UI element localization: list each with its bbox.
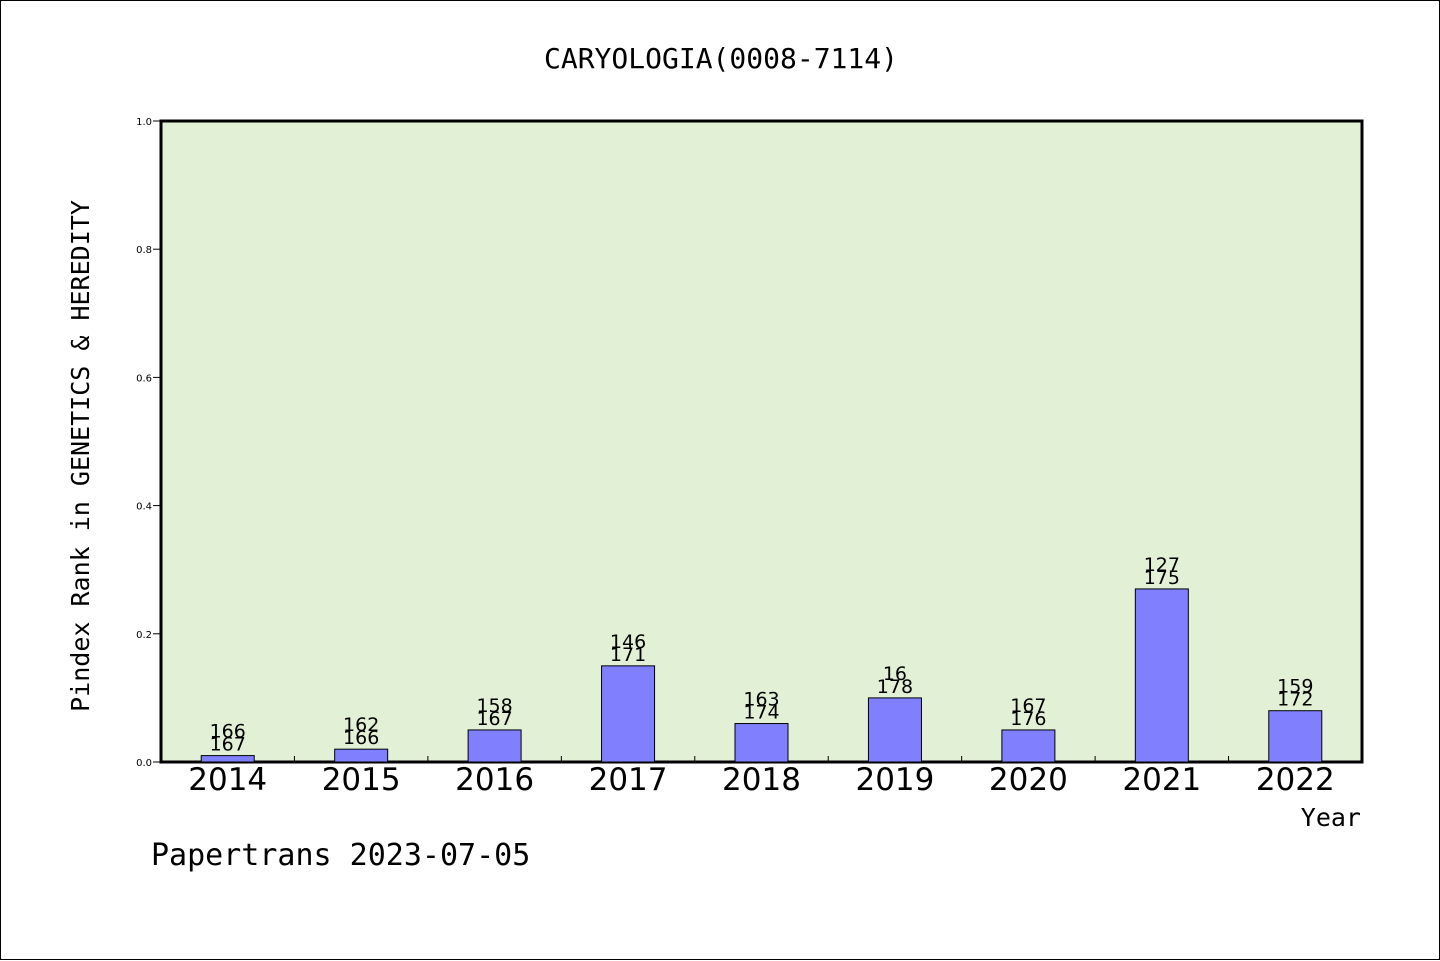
bar xyxy=(1134,588,1189,763)
bar xyxy=(1268,710,1323,763)
bar-label-bottom: 178 xyxy=(877,676,913,698)
bar-label-top: 158 xyxy=(476,695,512,717)
bar xyxy=(200,755,255,763)
bar xyxy=(734,723,789,763)
y-tick-label: 1.0 xyxy=(136,117,152,128)
x-tick-label: 2018 xyxy=(722,762,801,798)
bar-label-top: 167 xyxy=(1010,695,1046,717)
bar-label-bottom: 175 xyxy=(1144,567,1180,589)
bar-label-bottom: 171 xyxy=(610,644,646,666)
x-tick-label: 2016 xyxy=(455,762,534,798)
x-tick-label: 2015 xyxy=(322,762,401,798)
bar xyxy=(334,748,389,763)
bar-label-bottom: 167 xyxy=(210,734,246,756)
x-axis: 2014 2015 2016 2017 2018 2019 2020 2021 2022 xyxy=(188,756,1335,798)
bar-label-top: 159 xyxy=(1277,676,1313,698)
x-axis-label: Year xyxy=(1301,803,1361,832)
y-tick-label: 0.6 xyxy=(136,373,152,384)
bar-label-top: 127 xyxy=(1144,554,1180,576)
y-tick-label: 0.8 xyxy=(136,245,152,256)
bar-label-bottom: 174 xyxy=(743,702,779,724)
bar-label-bottom: 167 xyxy=(476,708,512,730)
bar-label-top: 163 xyxy=(743,689,779,711)
bar xyxy=(1001,729,1056,763)
x-tick-label: 2022 xyxy=(1256,762,1335,798)
bar-label-top: 16 xyxy=(883,663,907,685)
x-tick-label: 2020 xyxy=(989,762,1068,798)
y-axis: 0.0 0.2 0.4 0.6 0.8 1.0 xyxy=(136,117,161,769)
y-tick-label: 0.4 xyxy=(136,502,152,513)
y-tick-label: 0.2 xyxy=(136,630,152,641)
bar-label-bottom: 176 xyxy=(1010,708,1046,730)
bar-label-bottom: 172 xyxy=(1277,689,1313,711)
footer-credit: Papertrans 2023-07-05 xyxy=(151,838,530,873)
x-tick-label: 2019 xyxy=(855,762,934,798)
bar xyxy=(601,665,656,763)
bar xyxy=(467,729,522,763)
chart-title: CARYOLOGIA(0008-7114) xyxy=(544,42,898,75)
y-tick-label: 0.0 xyxy=(136,758,152,769)
bar-label-top: 162 xyxy=(343,714,379,736)
x-tick-label: 2014 xyxy=(188,762,267,798)
bar-label-top: 146 xyxy=(610,631,646,653)
bar-label-top: 166 xyxy=(210,721,246,743)
y-axis-label: Pindex Rank in GENETICS & HEREDITY xyxy=(66,200,95,712)
x-tick-label: 2017 xyxy=(589,762,668,798)
x-tick-label: 2021 xyxy=(1122,762,1201,798)
bar xyxy=(867,697,922,763)
bar-label-bottom: 166 xyxy=(343,727,379,749)
